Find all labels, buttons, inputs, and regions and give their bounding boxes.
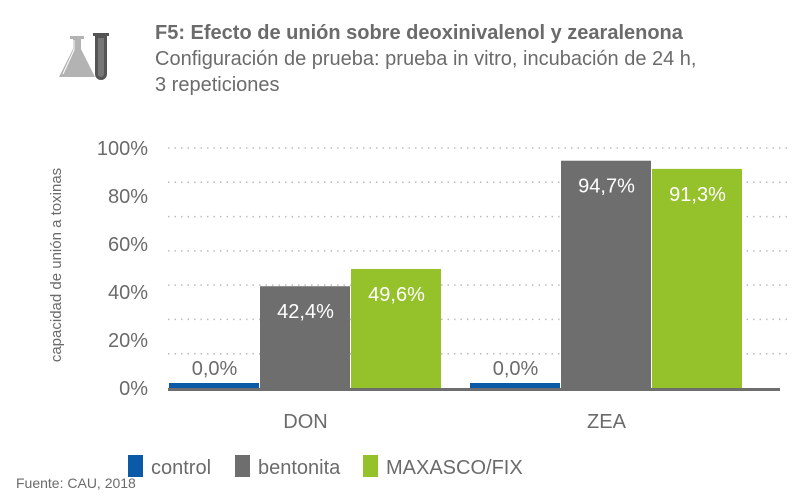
y-tick-label: 80%	[108, 186, 148, 208]
legend-label: bentonita	[258, 457, 341, 479]
legend-swatch	[363, 455, 378, 477]
chart-subtitle-2: 3 repeticiones	[155, 74, 280, 96]
bar-bentonita-don	[260, 286, 350, 388]
y-tick-label: 0%	[119, 378, 148, 400]
data-label: 91,3%	[669, 184, 726, 206]
data-label: 0,0%	[192, 358, 238, 380]
y-tick-label: 100%	[97, 138, 148, 160]
legend-swatch	[235, 455, 250, 477]
x-tick-label: DON	[283, 411, 327, 433]
bar-maxascofix-zea	[652, 168, 742, 388]
bar-control-don	[169, 383, 259, 388]
y-tick-label: 20%	[108, 330, 148, 352]
chart-title-block: F5: Efecto de unión sobre deoxinivalenol…	[155, 20, 696, 98]
chart-subtitle-1: Configuración de prueba: prueba in vitro…	[155, 48, 697, 70]
y-axis-label: capacidad de unión a toxinas	[48, 168, 65, 362]
bar-control-zea	[470, 383, 560, 388]
legend-label: MAXASCO/FIX	[386, 457, 523, 479]
data-label: 94,7%	[578, 176, 635, 198]
x-tick-label: ZEA	[587, 411, 627, 433]
source-note: Fuente: CAU, 2018	[16, 475, 136, 491]
lab-flask-test-tube-icon	[59, 33, 109, 80]
data-label: 49,6%	[368, 284, 425, 306]
y-tick-label: 40%	[108, 282, 148, 304]
y-tick-label: 60%	[108, 234, 148, 256]
legend-label: control	[151, 457, 211, 479]
legend-swatch	[128, 455, 143, 477]
data-label: 0,0%	[493, 358, 539, 380]
bar-maxascofix-don	[351, 268, 441, 388]
data-label: 42,4%	[277, 301, 334, 323]
chart-title: F5: Efecto de unión sobre deoxinivalenol…	[155, 22, 683, 44]
bar-bentonita-zea	[561, 160, 651, 388]
